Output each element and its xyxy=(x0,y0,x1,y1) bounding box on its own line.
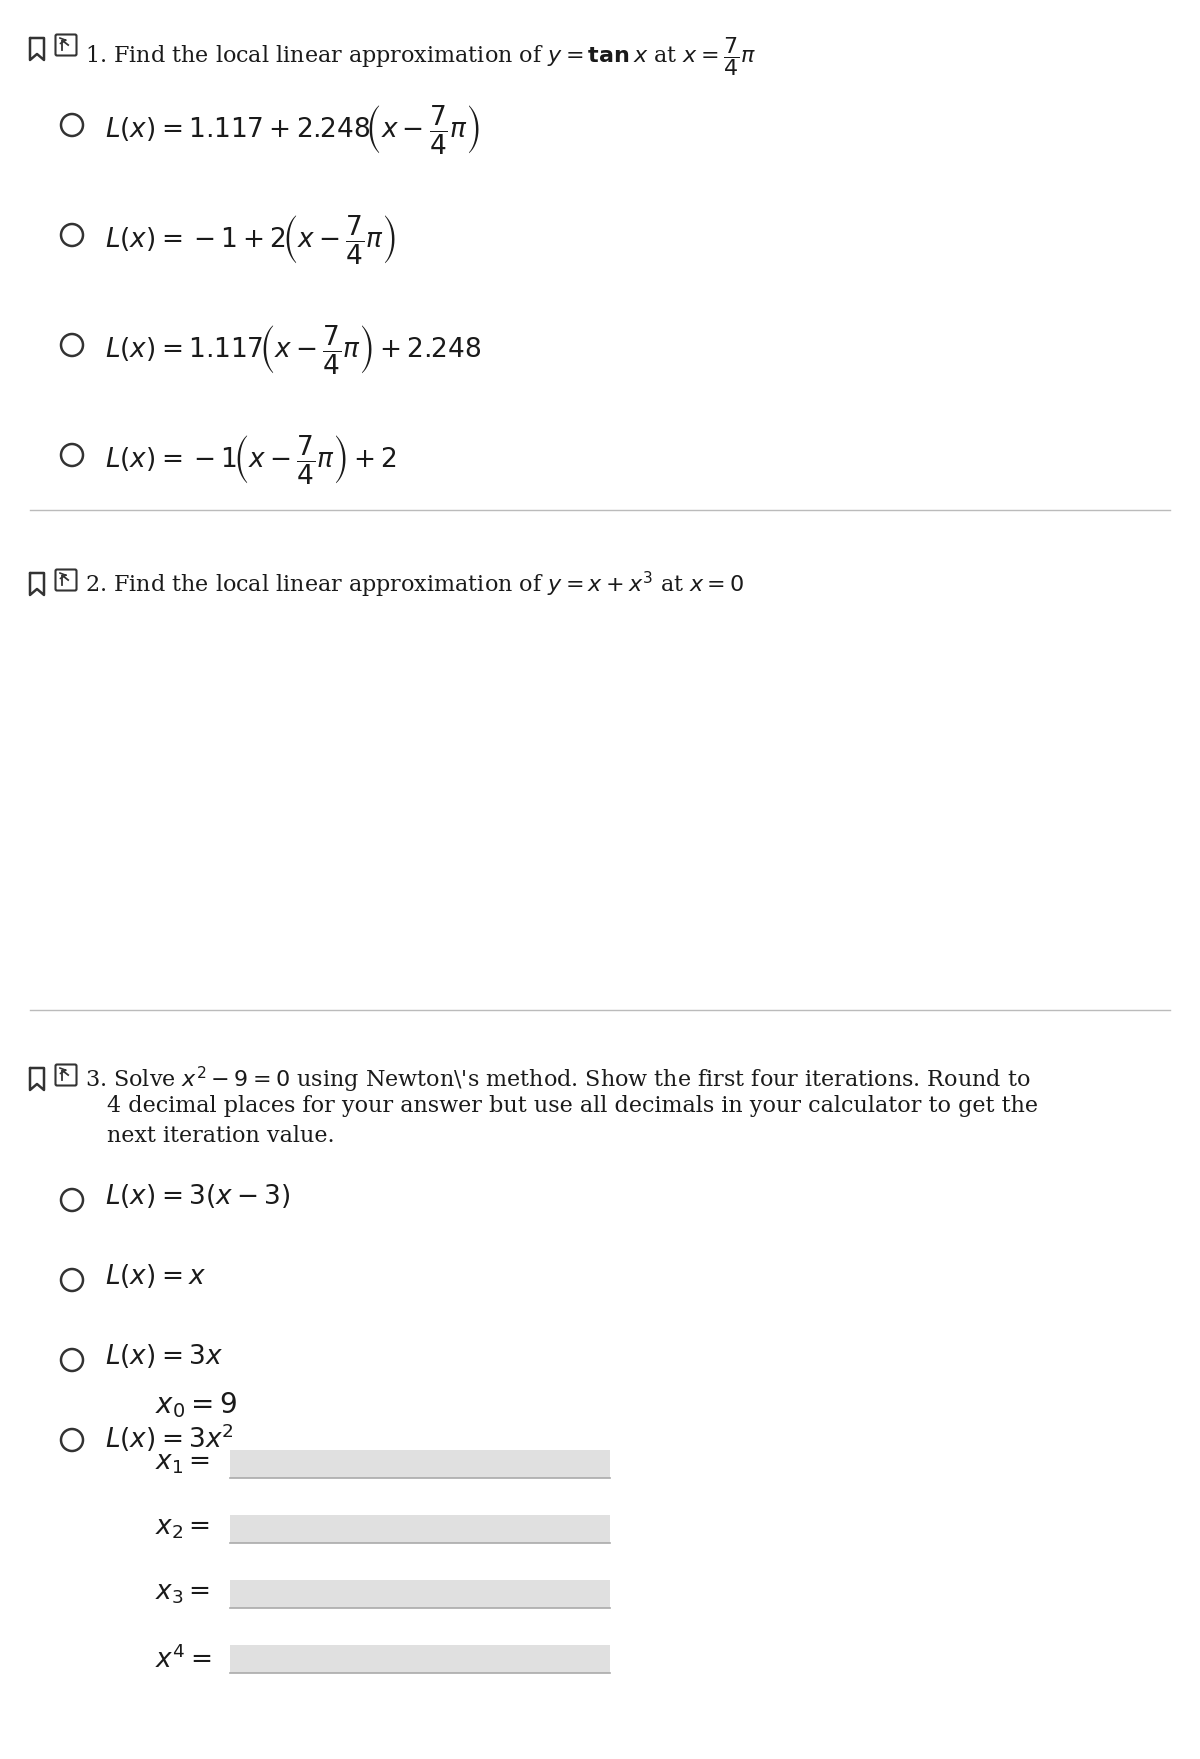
Text: $x^4 =$: $x^4 =$ xyxy=(155,1645,211,1673)
Text: $L(x) = 1.117\!\left(x - \dfrac{7}{4}\pi\right) + 2.248$: $L(x) = 1.117\!\left(x - \dfrac{7}{4}\pi… xyxy=(106,324,481,376)
Text: 3. Solve $x^2 - 9 = 0$ using Newton\'s method. Show the first four iterations. R: 3. Solve $x^2 - 9 = 0$ using Newton\'s m… xyxy=(85,1064,1031,1096)
Bar xyxy=(230,1449,610,1478)
Text: $x_2 =$: $x_2 =$ xyxy=(155,1514,210,1541)
FancyBboxPatch shape xyxy=(55,570,77,591)
Text: $x_0 = 9$: $x_0 = 9$ xyxy=(155,1390,238,1420)
Text: $L(x) = x$: $L(x) = x$ xyxy=(106,1261,206,1289)
Text: $x_3 =$: $x_3 =$ xyxy=(155,1580,210,1606)
Text: $L(x) = 3x^2$: $L(x) = 3x^2$ xyxy=(106,1421,234,1455)
Text: $L(x) = 3(x - 3)$: $L(x) = 3(x - 3)$ xyxy=(106,1182,290,1210)
Text: $L(x) = 1.117 + 2.248\!\left(x - \dfrac{7}{4}\pi\right)$: $L(x) = 1.117 + 2.248\!\left(x - \dfrac{… xyxy=(106,104,480,157)
Text: $L(x) = 3x$: $L(x) = 3x$ xyxy=(106,1342,223,1370)
Text: $x_1 =$: $x_1 =$ xyxy=(155,1449,210,1476)
FancyBboxPatch shape xyxy=(55,35,77,56)
Text: $L(x) = -1\!\left(x - \dfrac{7}{4}\pi\right) + 2$: $L(x) = -1\!\left(x - \dfrac{7}{4}\pi\ri… xyxy=(106,433,397,485)
Bar xyxy=(230,1514,610,1543)
Text: next iteration value.: next iteration value. xyxy=(107,1126,335,1147)
FancyBboxPatch shape xyxy=(55,1064,77,1085)
Text: 1. Find the local linear approximation of $y = \mathbf{tan}\,x$ at $x = \dfrac{7: 1. Find the local linear approximation o… xyxy=(85,35,756,77)
Text: $L(x) = -1 + 2\!\left(x - \dfrac{7}{4}\pi\right)$: $L(x) = -1 + 2\!\left(x - \dfrac{7}{4}\p… xyxy=(106,213,396,266)
Text: 2. Find the local linear approximation of $y = x + x^3$ at $x = 0$: 2. Find the local linear approximation o… xyxy=(85,570,745,600)
Text: 4 decimal places for your answer but use all decimals in your calculator to get : 4 decimal places for your answer but use… xyxy=(107,1096,1038,1117)
Bar xyxy=(230,1645,610,1673)
Bar xyxy=(230,1580,610,1608)
